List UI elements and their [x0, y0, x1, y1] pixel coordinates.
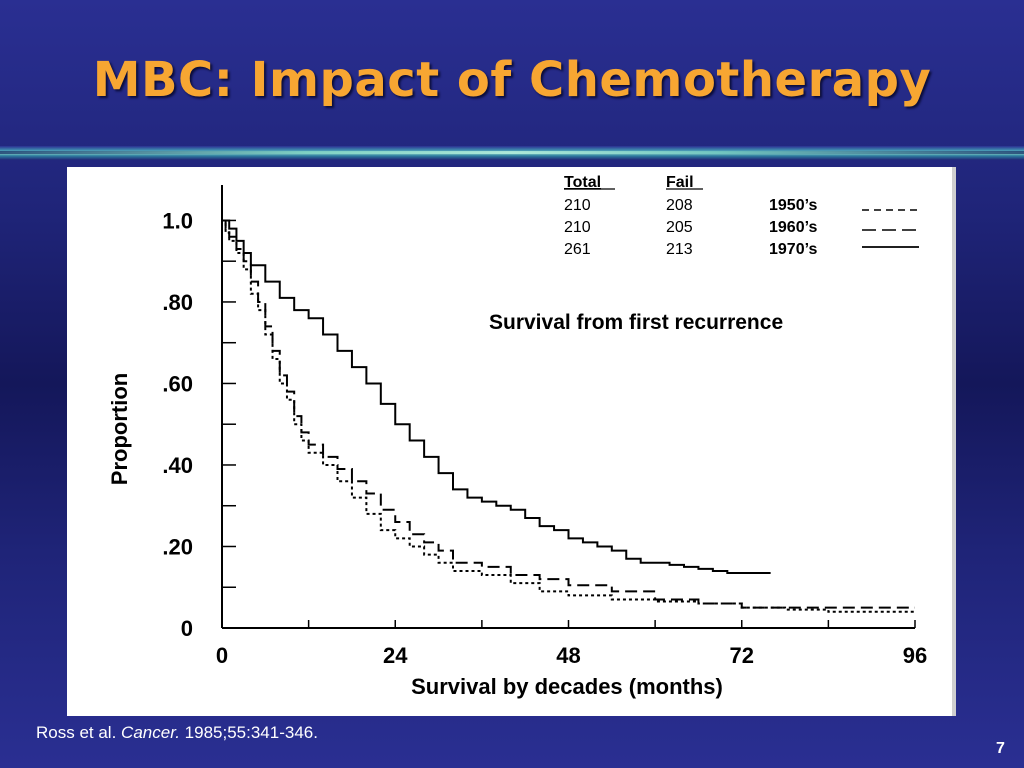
legend-label-1970s: 1970’s [769, 241, 817, 258]
legend-fail-1960s: 205 [666, 219, 693, 236]
legend-header-fail: Fail [666, 174, 694, 191]
title-divider [0, 146, 1024, 160]
y-axis-label: Proportion [107, 373, 132, 485]
x-axis-label: Survival by decades (months) [411, 674, 723, 699]
x-tick-label: 72 [730, 643, 754, 668]
chart-panel: 1.0 .80 .60 .40 .20 0 0 24 48 72 96 Proportion Su… [67, 167, 956, 716]
survival-curves [222, 219, 915, 613]
x-tick-label: 24 [383, 643, 408, 668]
citation-authors: Ross et al. [36, 723, 117, 742]
survival-curve-1970s [222, 219, 771, 574]
survival-curve-1950s [222, 219, 915, 613]
y-tick-label: .60 [162, 371, 193, 396]
x-tick-label: 96 [903, 643, 927, 668]
y-tick-label: 1.0 [162, 208, 193, 233]
legend-fail-1950s: 208 [666, 197, 693, 214]
y-ticks: 1.0 .80 .60 .40 .20 0 [162, 208, 236, 641]
citation-journal: Cancer. [121, 723, 180, 742]
legend-total-1970s: 261 [564, 241, 591, 258]
y-tick-label: .40 [162, 453, 193, 478]
y-tick-label: .80 [162, 290, 193, 315]
y-tick-label: 0 [181, 616, 193, 641]
slide-title: MBC: Impact of Chemotherapy [92, 52, 932, 108]
citation-details: 1985;55:341-346. [179, 723, 318, 742]
legend-fail-1970s: 213 [666, 241, 693, 258]
panel-shadow [952, 167, 956, 716]
x-tick-label: 0 [216, 643, 228, 668]
survival-curve-1960s [222, 219, 915, 609]
citation: Ross et al. Cancer. 1985;55:341-346. [36, 723, 318, 743]
y-tick-label: .20 [162, 534, 193, 559]
legend-total-1960s: 210 [564, 219, 591, 236]
legend-label-1950s: 1950’s [769, 197, 817, 214]
chart-title: Survival from first recurrence [489, 311, 783, 334]
slide-number: 7 [996, 740, 1005, 757]
legend-label-1960s: 1960’s [769, 219, 817, 236]
chart-legend: Total Fail 210 208 1950’s 210 205 1960’s… [564, 174, 919, 258]
survival-chart: 1.0 .80 .60 .40 .20 0 0 24 48 72 96 Proportion Su… [107, 174, 927, 699]
x-tick-label: 48 [556, 643, 580, 668]
legend-header-total: Total [564, 174, 601, 191]
legend-total-1950s: 210 [564, 197, 591, 214]
x-ticks: 0 24 48 72 96 [216, 620, 927, 668]
